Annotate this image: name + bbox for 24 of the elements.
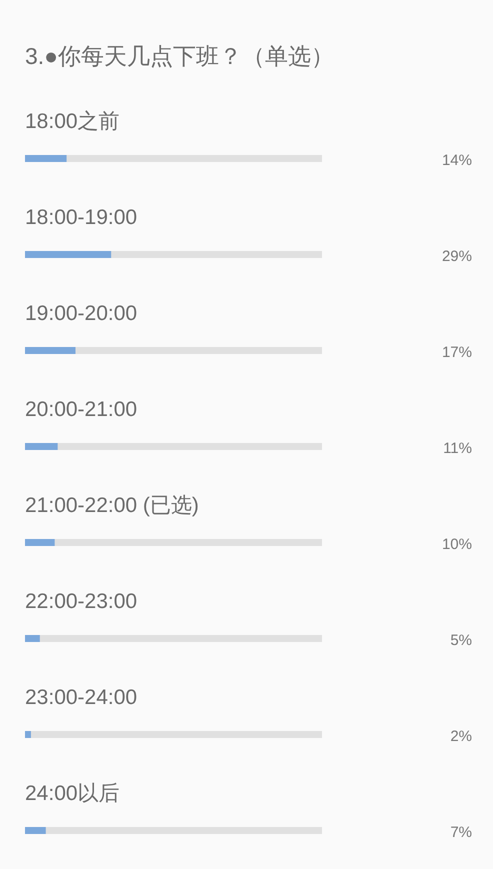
bar bbox=[25, 155, 67, 162]
bar bbox=[25, 539, 55, 546]
y-tick-label: 23:00-24:00 bbox=[25, 686, 138, 709]
data-label: 10% bbox=[442, 536, 472, 553]
y-tick-label: 18:00-19:00 bbox=[25, 206, 138, 229]
y-tick-label: 22:00-23:00 bbox=[25, 590, 138, 613]
bar bbox=[25, 347, 76, 354]
y-tick-label: 20:00-21:00 bbox=[25, 398, 138, 421]
data-label: 7% bbox=[450, 824, 472, 841]
data-label: 29% bbox=[442, 248, 472, 265]
bar bbox=[25, 827, 46, 834]
data-label: 11% bbox=[443, 440, 472, 457]
chart-title: 3.●你每天几点下班？（单选） bbox=[25, 43, 334, 69]
data-label: 14% bbox=[442, 152, 472, 169]
y-tick-label: 19:00-20:00 bbox=[25, 302, 138, 325]
bar bbox=[25, 443, 58, 450]
data-label: 2% bbox=[450, 728, 472, 745]
y-tick-label: 24:00以后 bbox=[25, 782, 120, 805]
data-label: 17% bbox=[442, 344, 472, 361]
bar bbox=[25, 731, 31, 738]
data-label: 5% bbox=[450, 632, 472, 649]
bar bbox=[25, 635, 40, 642]
y-tick-label: 18:00之前 bbox=[25, 110, 120, 133]
y-tick-label: 21:00-22:00 (已选) bbox=[25, 494, 199, 517]
